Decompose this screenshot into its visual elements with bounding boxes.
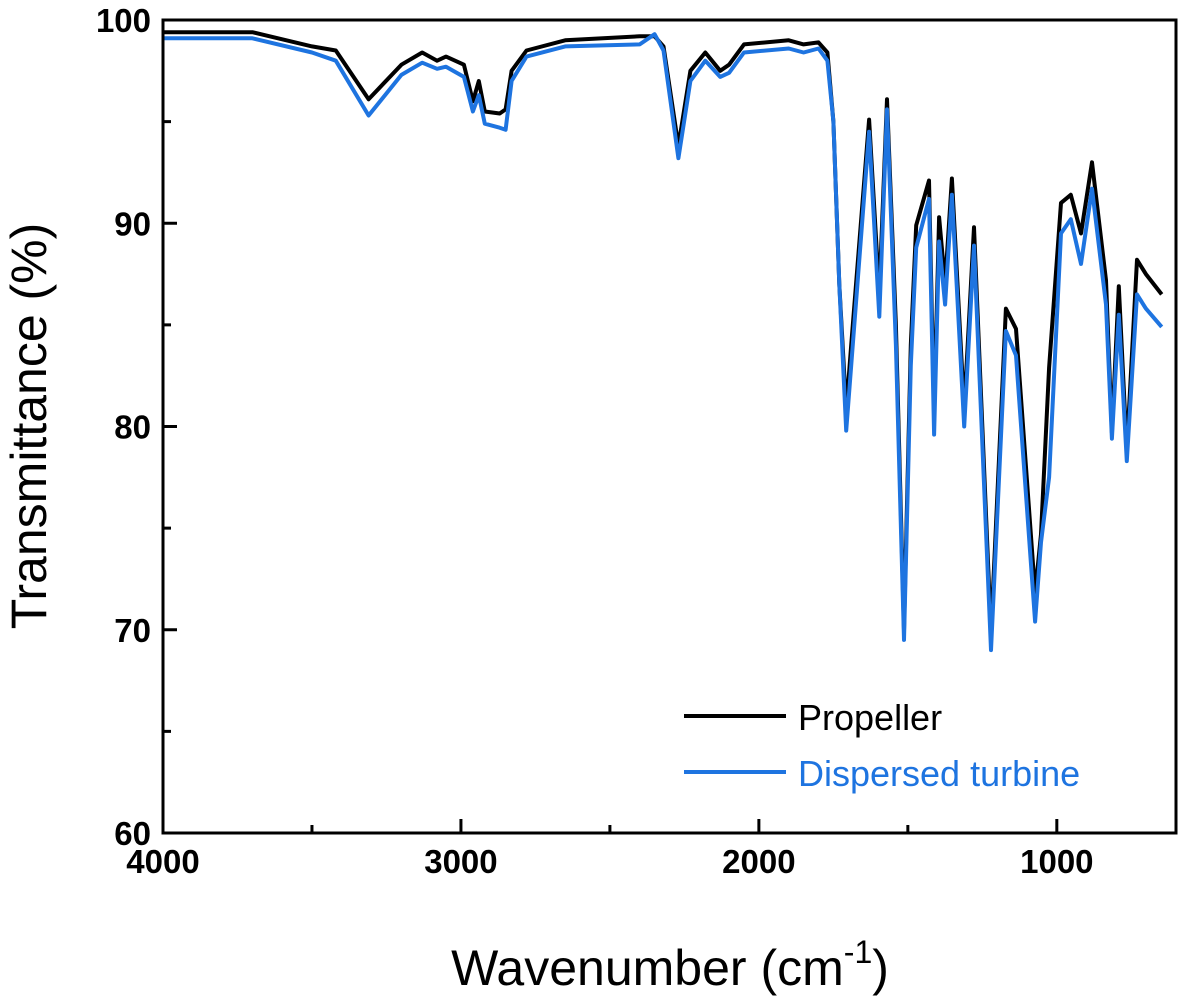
y-tick-label: 90 [114, 205, 151, 242]
x-tick-label: 3000 [424, 843, 497, 880]
legend: Propeller Dispersed turbine [684, 697, 1080, 794]
y-tick-label: 70 [114, 612, 151, 649]
y-tick-label: 80 [114, 409, 151, 446]
x-tick-label: 1000 [1020, 843, 1093, 880]
y-axis-title: Transmittance (%) [1, 223, 57, 630]
x-tick-label: 2000 [722, 843, 795, 880]
legend-label-propeller: Propeller [798, 697, 942, 738]
series-lines [163, 30, 1164, 653]
series-line-dispersed-turbine [163, 32, 1164, 653]
plot-frame [161, 18, 1178, 835]
legend-label-dispersed-turbine: Dispersed turbine [798, 753, 1080, 794]
x-axis-title-close: ) [872, 940, 889, 996]
series-line-propeller [163, 30, 1164, 636]
tick-labels: 4000 3000 2000 1000 60 70 80 90 100 [96, 2, 1094, 880]
x-axis-title: Wavenumber (cm-1) [451, 934, 889, 996]
x-axis-title-main: Wavenumber (cm [451, 940, 844, 996]
x-axis-title-superscript: -1 [844, 934, 872, 970]
y-tick-label: 60 [114, 815, 151, 852]
y-tick-label: 100 [96, 2, 151, 39]
x-tick-label: 4000 [126, 843, 199, 880]
